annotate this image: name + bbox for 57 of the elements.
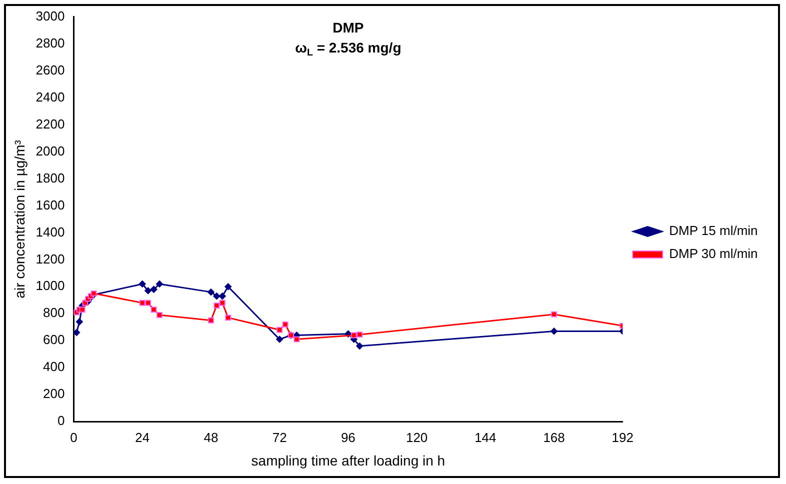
y-tick-label: 1600 (36, 197, 65, 212)
y-tick-label: 2000 (36, 143, 65, 158)
point (208, 317, 214, 324)
legend-label: DMP 30 ml/min (669, 246, 758, 262)
x-tick-label: 72 (272, 430, 287, 445)
point (139, 300, 146, 306)
point (550, 328, 558, 335)
y-tick-label: 600 (43, 332, 65, 348)
y-tick-label: 1200 (36, 251, 65, 266)
point (214, 302, 220, 309)
point (282, 321, 288, 328)
point (150, 286, 158, 293)
point (150, 306, 157, 313)
x-tick-label: 144 (474, 430, 496, 445)
point (276, 336, 284, 343)
point (276, 326, 283, 333)
y-tick-label: 1800 (36, 170, 65, 186)
y-tick-label: 2200 (36, 116, 65, 132)
point (356, 342, 364, 350)
point (356, 332, 363, 338)
point (138, 280, 146, 288)
y-tick-label: 2800 (36, 35, 65, 50)
y-tick-label: 2600 (36, 62, 65, 78)
point (156, 280, 163, 288)
point (76, 318, 83, 326)
y-tick-label: 200 (43, 386, 65, 402)
x-axis-title: sampling time after loading in h (251, 452, 446, 468)
point (207, 288, 214, 296)
x-tick-label: 0 (70, 430, 78, 445)
point (79, 306, 86, 313)
point (551, 311, 558, 318)
x-tick-label: 24 (135, 430, 150, 445)
legend-label: DMP 15 ml/min (669, 223, 758, 238)
point (213, 292, 220, 300)
point (219, 300, 226, 306)
y-tick-label: 2400 (36, 89, 65, 104)
point (145, 300, 152, 306)
y-tick-label: 3000 (36, 8, 65, 24)
point (225, 314, 232, 321)
x-tick-label: 48 (204, 430, 218, 445)
y-tick-label: 1000 (36, 278, 65, 294)
point (218, 292, 226, 300)
point (74, 329, 80, 336)
x-tick-label: 96 (340, 430, 356, 445)
x-tick-label: 192 (612, 430, 634, 445)
y-tick-label: 0 (57, 413, 65, 428)
point (156, 312, 162, 318)
y-tick-label: 400 (43, 359, 65, 374)
x-tick-label: 168 (543, 430, 565, 445)
point (224, 283, 232, 290)
point (294, 336, 300, 342)
point (144, 287, 152, 294)
x-tick-label: 120 (406, 430, 428, 445)
y-tick-label: 1400 (36, 224, 65, 240)
y-tick-label: 800 (43, 305, 65, 320)
chart-title: DMP (332, 20, 364, 36)
y-axis-title: air concentration in µg/m³ (11, 140, 28, 298)
